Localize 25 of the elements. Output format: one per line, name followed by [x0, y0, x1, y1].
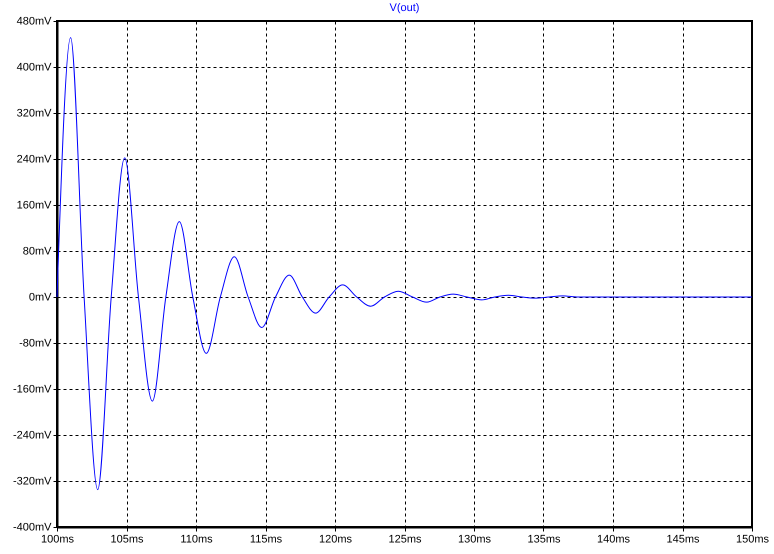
- y-tick-label: 480mV: [16, 16, 52, 28]
- y-tick-label: 80mV: [22, 246, 52, 258]
- x-tick-label: 100ms: [40, 534, 74, 546]
- y-tick-label: -320mV: [12, 476, 52, 488]
- y-tick-label: -80mV: [19, 338, 52, 350]
- x-tick-label: 120ms: [318, 534, 352, 546]
- x-tick-label: 105ms: [110, 534, 144, 546]
- x-tick-label: 145ms: [666, 534, 700, 546]
- x-tick-label: 135ms: [527, 534, 561, 546]
- x-tick-label: 150ms: [736, 534, 770, 546]
- x-tick-label: 125ms: [388, 534, 422, 546]
- y-tick-label: 320mV: [16, 108, 52, 120]
- y-tick-label: -160mV: [12, 384, 52, 396]
- y-tick-label: -400mV: [12, 522, 52, 534]
- x-tick-label: 115ms: [250, 534, 283, 546]
- x-tick-label: 140ms: [596, 534, 630, 546]
- y-tick-label: 160mV: [16, 200, 52, 212]
- chart-title: V(out): [390, 2, 420, 14]
- y-tick-label: -240mV: [12, 430, 52, 442]
- line-series: [56, 37, 752, 490]
- y-tick-label: 240mV: [16, 154, 52, 166]
- y-tick-label: 0mV: [28, 292, 52, 304]
- x-tick-label: 130ms: [458, 534, 492, 546]
- x-tick-label: 110ms: [180, 534, 214, 546]
- y-tick-label: 400mV: [16, 62, 52, 74]
